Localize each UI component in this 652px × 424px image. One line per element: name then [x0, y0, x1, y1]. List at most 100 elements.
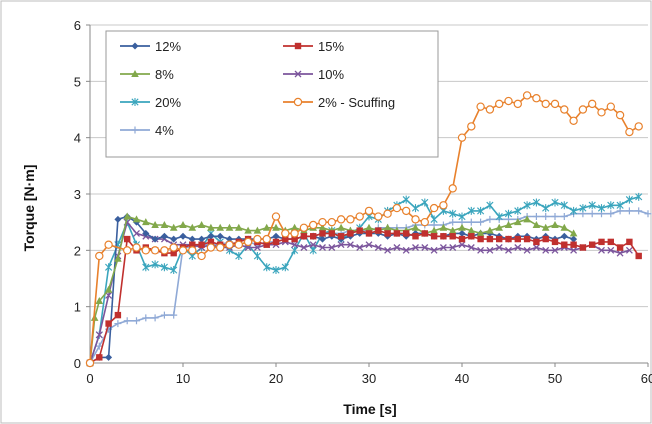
data-point [597, 204, 606, 213]
data-point [486, 246, 494, 254]
legend-item-12: 12% [120, 39, 181, 54]
data-point [151, 314, 159, 322]
y-tick-label: 0 [74, 356, 81, 371]
data-point [551, 198, 559, 207]
data-point [477, 246, 485, 254]
data-point [402, 195, 410, 204]
legend-swatch-marker [131, 98, 139, 106]
data-point [495, 244, 503, 251]
data-point [114, 311, 122, 319]
data-point [476, 102, 485, 111]
data-point [337, 223, 345, 231]
data-point [150, 246, 160, 255]
data-point [570, 241, 577, 248]
data-point [160, 311, 168, 319]
data-point [616, 249, 624, 257]
data-point [411, 223, 420, 231]
x-tick-label: 20 [269, 371, 283, 386]
data-point [570, 246, 578, 254]
data-point [523, 235, 531, 243]
y-tick-label: 6 [74, 18, 81, 33]
data-point [504, 96, 513, 106]
data-point [421, 198, 429, 207]
data-point [356, 244, 364, 251]
data-point [290, 229, 299, 238]
data-point [188, 246, 197, 255]
data-point [133, 229, 140, 237]
y-tick-label: 5 [74, 74, 81, 89]
data-point [458, 229, 466, 237]
data-point [122, 246, 132, 255]
data-point [281, 263, 289, 272]
data-point [271, 212, 281, 221]
data-point [384, 246, 392, 254]
data-point [253, 251, 261, 260]
data-point [532, 244, 540, 251]
data-point [188, 235, 196, 243]
legend-item-2-scuffing: 2% - Scuffing [283, 95, 395, 110]
data-point [291, 235, 298, 243]
data-point [272, 232, 280, 240]
data-point [542, 204, 550, 213]
data-point [561, 241, 568, 248]
data-point [626, 238, 633, 246]
data-point [598, 246, 605, 254]
legend-label: 10% [318, 67, 344, 82]
data-point [542, 235, 549, 243]
data-point [504, 209, 513, 218]
data-point [253, 226, 262, 234]
data-point [523, 201, 531, 210]
data-point [300, 244, 308, 251]
data-point [570, 206, 578, 215]
data-point [616, 201, 624, 210]
data-point [197, 220, 206, 228]
data-point [560, 223, 569, 231]
data-point [104, 285, 113, 293]
data-point [458, 235, 466, 243]
data-point [467, 226, 476, 234]
data-point [364, 206, 374, 216]
data-point [467, 206, 475, 215]
data-point [598, 238, 605, 246]
data-point [550, 99, 560, 109]
data-point [486, 215, 494, 223]
data-point [226, 235, 233, 243]
legend-item-10: 10% [283, 67, 344, 82]
data-point [235, 251, 243, 260]
data-point [151, 235, 159, 243]
data-point [635, 252, 642, 260]
data-point [449, 209, 457, 218]
data-point [225, 223, 234, 231]
data-point [420, 217, 429, 227]
data-point [607, 238, 614, 246]
data-point [485, 105, 495, 114]
data-point [319, 230, 326, 237]
data-point [346, 241, 354, 249]
data-point [477, 206, 485, 215]
data-point [449, 233, 456, 240]
data-point [505, 235, 512, 243]
data-point [374, 244, 382, 251]
legend-item-4: 4% [120, 123, 174, 138]
data-point [355, 212, 364, 221]
x-tick-labels: 0 10 20 30 40 50 60 [86, 371, 652, 386]
data-point [570, 235, 578, 243]
data-point [272, 238, 280, 246]
data-point [589, 241, 596, 248]
data-point [625, 127, 634, 137]
data-point [207, 223, 215, 231]
data-point [458, 212, 466, 221]
legend-box [105, 30, 439, 158]
data-point [318, 217, 327, 227]
data-point [635, 207, 643, 215]
data-point [412, 244, 419, 251]
data-point [179, 232, 187, 240]
data-point [104, 240, 113, 249]
data-point [198, 241, 205, 248]
data-point [133, 317, 140, 325]
data-point [319, 244, 326, 251]
x-tick-label: 40 [455, 371, 469, 386]
legend-label: 12% [155, 39, 181, 54]
legend-swatch-marker [294, 70, 302, 78]
